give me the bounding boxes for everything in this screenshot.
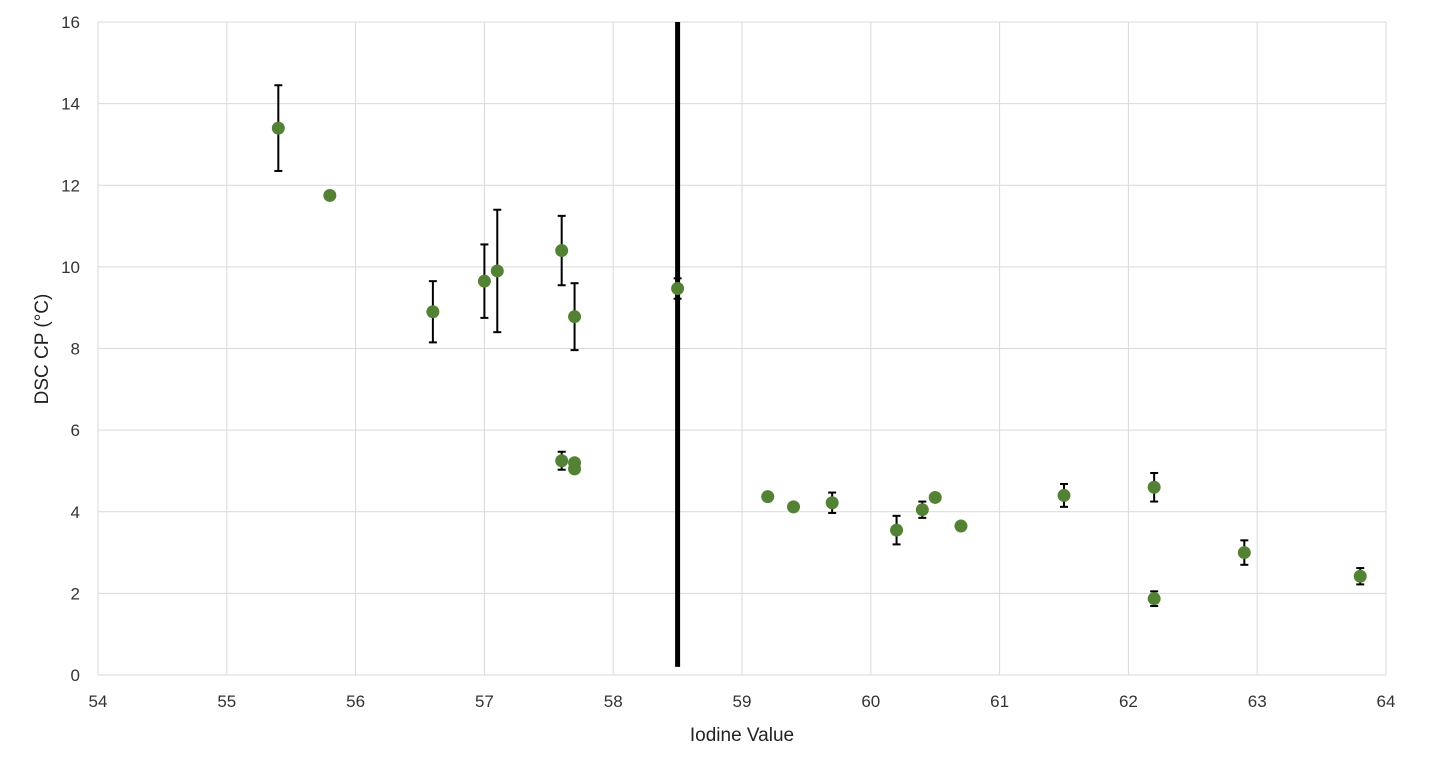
x-tick-label: 58: [604, 692, 623, 711]
y-tick-label: 2: [71, 584, 80, 603]
x-tick-label: 54: [89, 692, 108, 711]
x-tick-label: 61: [990, 692, 1009, 711]
y-axis-label: DSC CP (°C): [32, 294, 53, 405]
tick-labels: 54 55 56 57 58 59 60 61 62 63 64 0 2 4 6 8 10 12 14 16: [61, 13, 1395, 711]
data-point: [323, 188, 337, 202]
x-tick-label: 62: [1119, 692, 1138, 711]
y-tick-label: 12: [61, 176, 80, 195]
x-axis-label: Iodine Value: [690, 725, 794, 746]
data-point: [787, 500, 801, 514]
data-point: [568, 310, 582, 324]
x-tick-label: 64: [1377, 692, 1396, 711]
data-point: [426, 305, 440, 319]
data-point: [490, 264, 504, 278]
data-point: [890, 523, 904, 537]
data-point: [555, 454, 569, 468]
y-tick-label: 10: [61, 258, 80, 277]
data-point: [761, 490, 775, 504]
y-tick-label: 6: [71, 421, 80, 440]
x-tick-label: 56: [346, 692, 365, 711]
data-point: [915, 503, 929, 517]
data-point: [671, 282, 685, 296]
y-tick-label: 14: [61, 95, 80, 114]
data-point: [1147, 480, 1161, 494]
y-tick-label: 4: [71, 503, 80, 522]
data-point: [1353, 569, 1367, 583]
error-bars: [274, 84, 1365, 608]
y-tick-label: 16: [61, 13, 80, 32]
x-tick-label: 55: [217, 692, 236, 711]
gridlines: [97, 21, 1387, 676]
x-tick-label: 57: [475, 692, 494, 711]
data-point: [477, 274, 491, 288]
data-point: [1237, 546, 1251, 560]
x-tick-label: 60: [861, 692, 880, 711]
data-point: [1147, 592, 1161, 606]
y-tick-label: 0: [71, 666, 80, 685]
x-tick-label: 59: [733, 692, 752, 711]
x-tick-label: 63: [1248, 692, 1267, 711]
data-point: [271, 121, 285, 135]
data-point: [568, 462, 582, 476]
data-point: [555, 244, 569, 258]
y-tick-label: 8: [71, 340, 80, 359]
data-point: [1057, 488, 1071, 502]
data-points: [271, 121, 1367, 606]
data-point: [928, 490, 942, 504]
data-point: [954, 519, 968, 533]
data-point: [825, 496, 839, 510]
